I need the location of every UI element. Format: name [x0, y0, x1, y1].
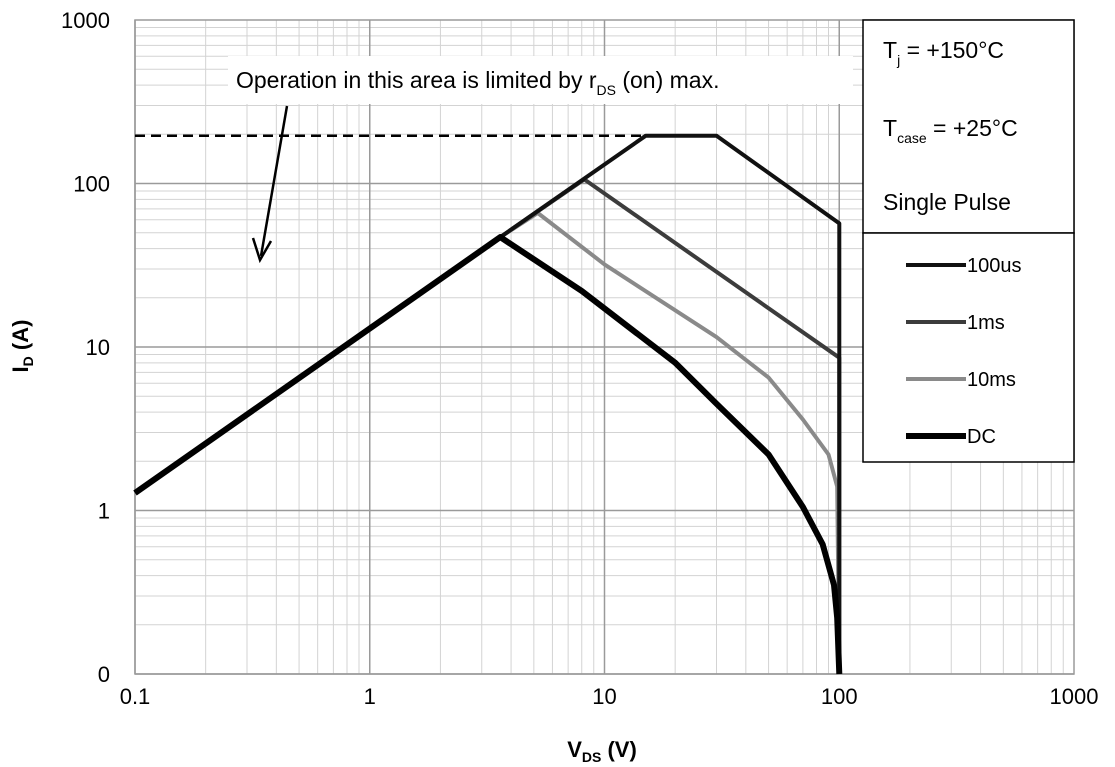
y-tick-label: 10: [86, 335, 110, 360]
annotation-arrow-shaft: [259, 105, 289, 257]
y-tick-label: 0: [98, 662, 110, 687]
legend-label: 1ms: [967, 312, 1005, 334]
annotation-arrow-head: [251, 237, 273, 264]
y-tick-labels: 0 1 10 100 1000: [61, 8, 110, 687]
y-axis-label: ID (A): [8, 320, 36, 373]
y-tick-label: 1: [98, 499, 110, 524]
y-tick-label: 100: [73, 172, 110, 197]
x-tick-label: 0.1: [120, 684, 151, 709]
legend-label: 100us: [967, 255, 1022, 277]
legend-item-10ms: 10ms: [906, 369, 1016, 391]
x-tick-label: 100: [821, 684, 858, 709]
series-line-100us: [499, 133, 842, 674]
legend-item-100us: 100us: [906, 255, 1022, 277]
annotation-backdrop: [228, 56, 853, 104]
legend: 100us 1ms 10ms DC: [906, 255, 1022, 448]
legend-label: 10ms: [967, 369, 1016, 391]
x-tick-label: 1: [364, 684, 376, 709]
y-tick-label: 1000: [61, 8, 110, 33]
tcase-condition: Tcase = +25°C: [883, 115, 1018, 146]
legend-box: [862, 232, 1075, 463]
rds-annotation: Operation in this area is limited by rDS…: [236, 67, 719, 98]
x-axis-label: VDS (V): [567, 737, 637, 765]
legend-label: DC: [967, 426, 996, 448]
tj-condition: Tj = +150°C: [883, 37, 1004, 68]
x-tick-label: 10: [592, 684, 616, 709]
x-tick-labels: 0.1 1 10 100 1000: [120, 684, 1099, 709]
legend-item-1ms: 1ms: [906, 312, 1005, 334]
series-line-10ms: [499, 211, 842, 675]
x-tick-label: 1000: [1050, 684, 1099, 709]
series-layer: [133, 133, 843, 675]
pulse-condition: Single Pulse: [883, 189, 1011, 215]
conditions-box: [862, 19, 1075, 234]
legend-item-dc: DC: [906, 426, 996, 448]
series-line-dc: [133, 234, 843, 675]
series-line-1ms: [499, 177, 842, 674]
